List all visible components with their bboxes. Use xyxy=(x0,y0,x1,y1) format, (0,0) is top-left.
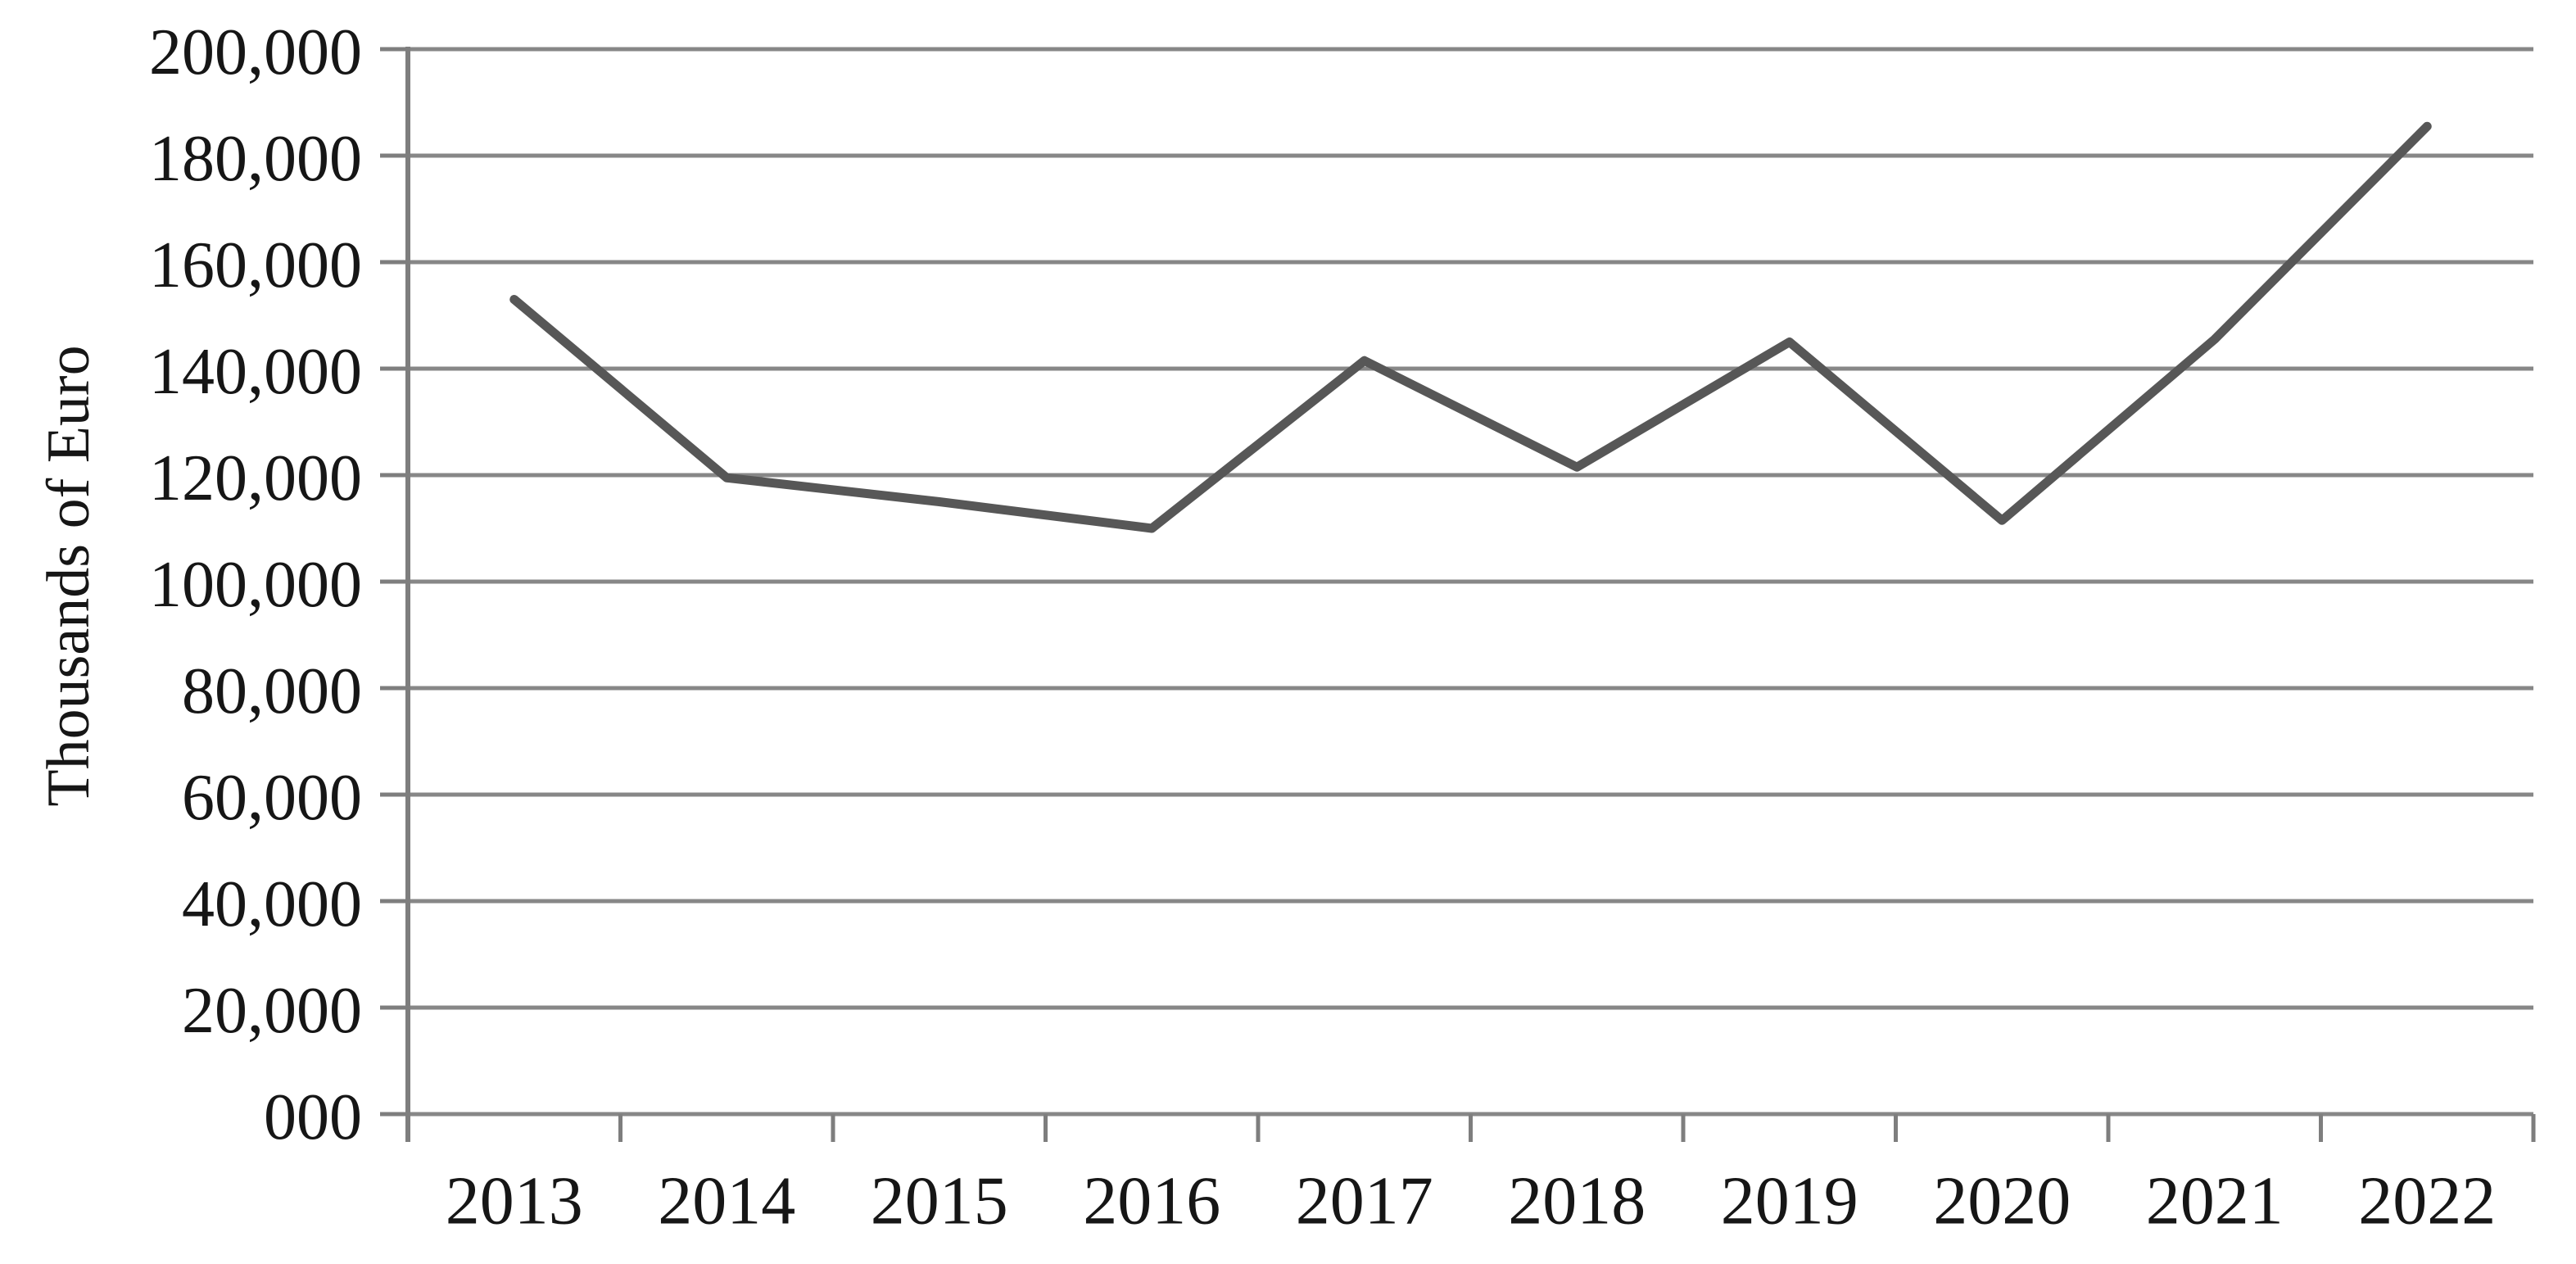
x-axis: 2013 2014 2015 2016 2017 2018 2019 2020 2021 2022 xyxy=(405,1114,2536,1239)
x-tick-label: 2017 xyxy=(1296,1163,1433,1239)
y-tick-label: 000 xyxy=(264,1081,362,1153)
y-tick-label: 40,000 xyxy=(182,868,362,940)
x-tick-label: 2019 xyxy=(1721,1163,1858,1239)
gridlines xyxy=(408,47,2533,1117)
y-tick-label: 120,000 xyxy=(149,442,362,514)
x-tick-label: 2015 xyxy=(871,1163,1008,1239)
x-tick-label: 2013 xyxy=(446,1163,583,1239)
x-tick-label: 2020 xyxy=(1933,1163,2071,1239)
data-line xyxy=(509,121,2432,533)
y-tick-label: 80,000 xyxy=(182,655,362,727)
x-tick-label: 2022 xyxy=(2358,1163,2496,1239)
series-layer xyxy=(509,121,2432,533)
x-tick-label: 2018 xyxy=(1508,1163,1646,1239)
y-tick-label: 60,000 xyxy=(182,762,362,834)
y-tick-label: 200,000 xyxy=(149,16,362,88)
y-axis: 200,000 180,000 160,000 140,000 120,000 100,0… xyxy=(149,16,410,1153)
y-tick-label: 180,000 xyxy=(149,123,362,195)
x-tick-label: 2016 xyxy=(1083,1163,1220,1239)
x-tick-label: 2021 xyxy=(2146,1163,2284,1239)
y-tick-label: 160,000 xyxy=(149,229,362,301)
y-tick-label: 20,000 xyxy=(182,975,362,1047)
x-tick-label: 2014 xyxy=(658,1163,795,1239)
y-tick-label: 140,000 xyxy=(149,336,362,408)
y-axis-title: Thousands of Euro xyxy=(35,345,102,806)
y-tick-label: 100,000 xyxy=(149,549,362,621)
